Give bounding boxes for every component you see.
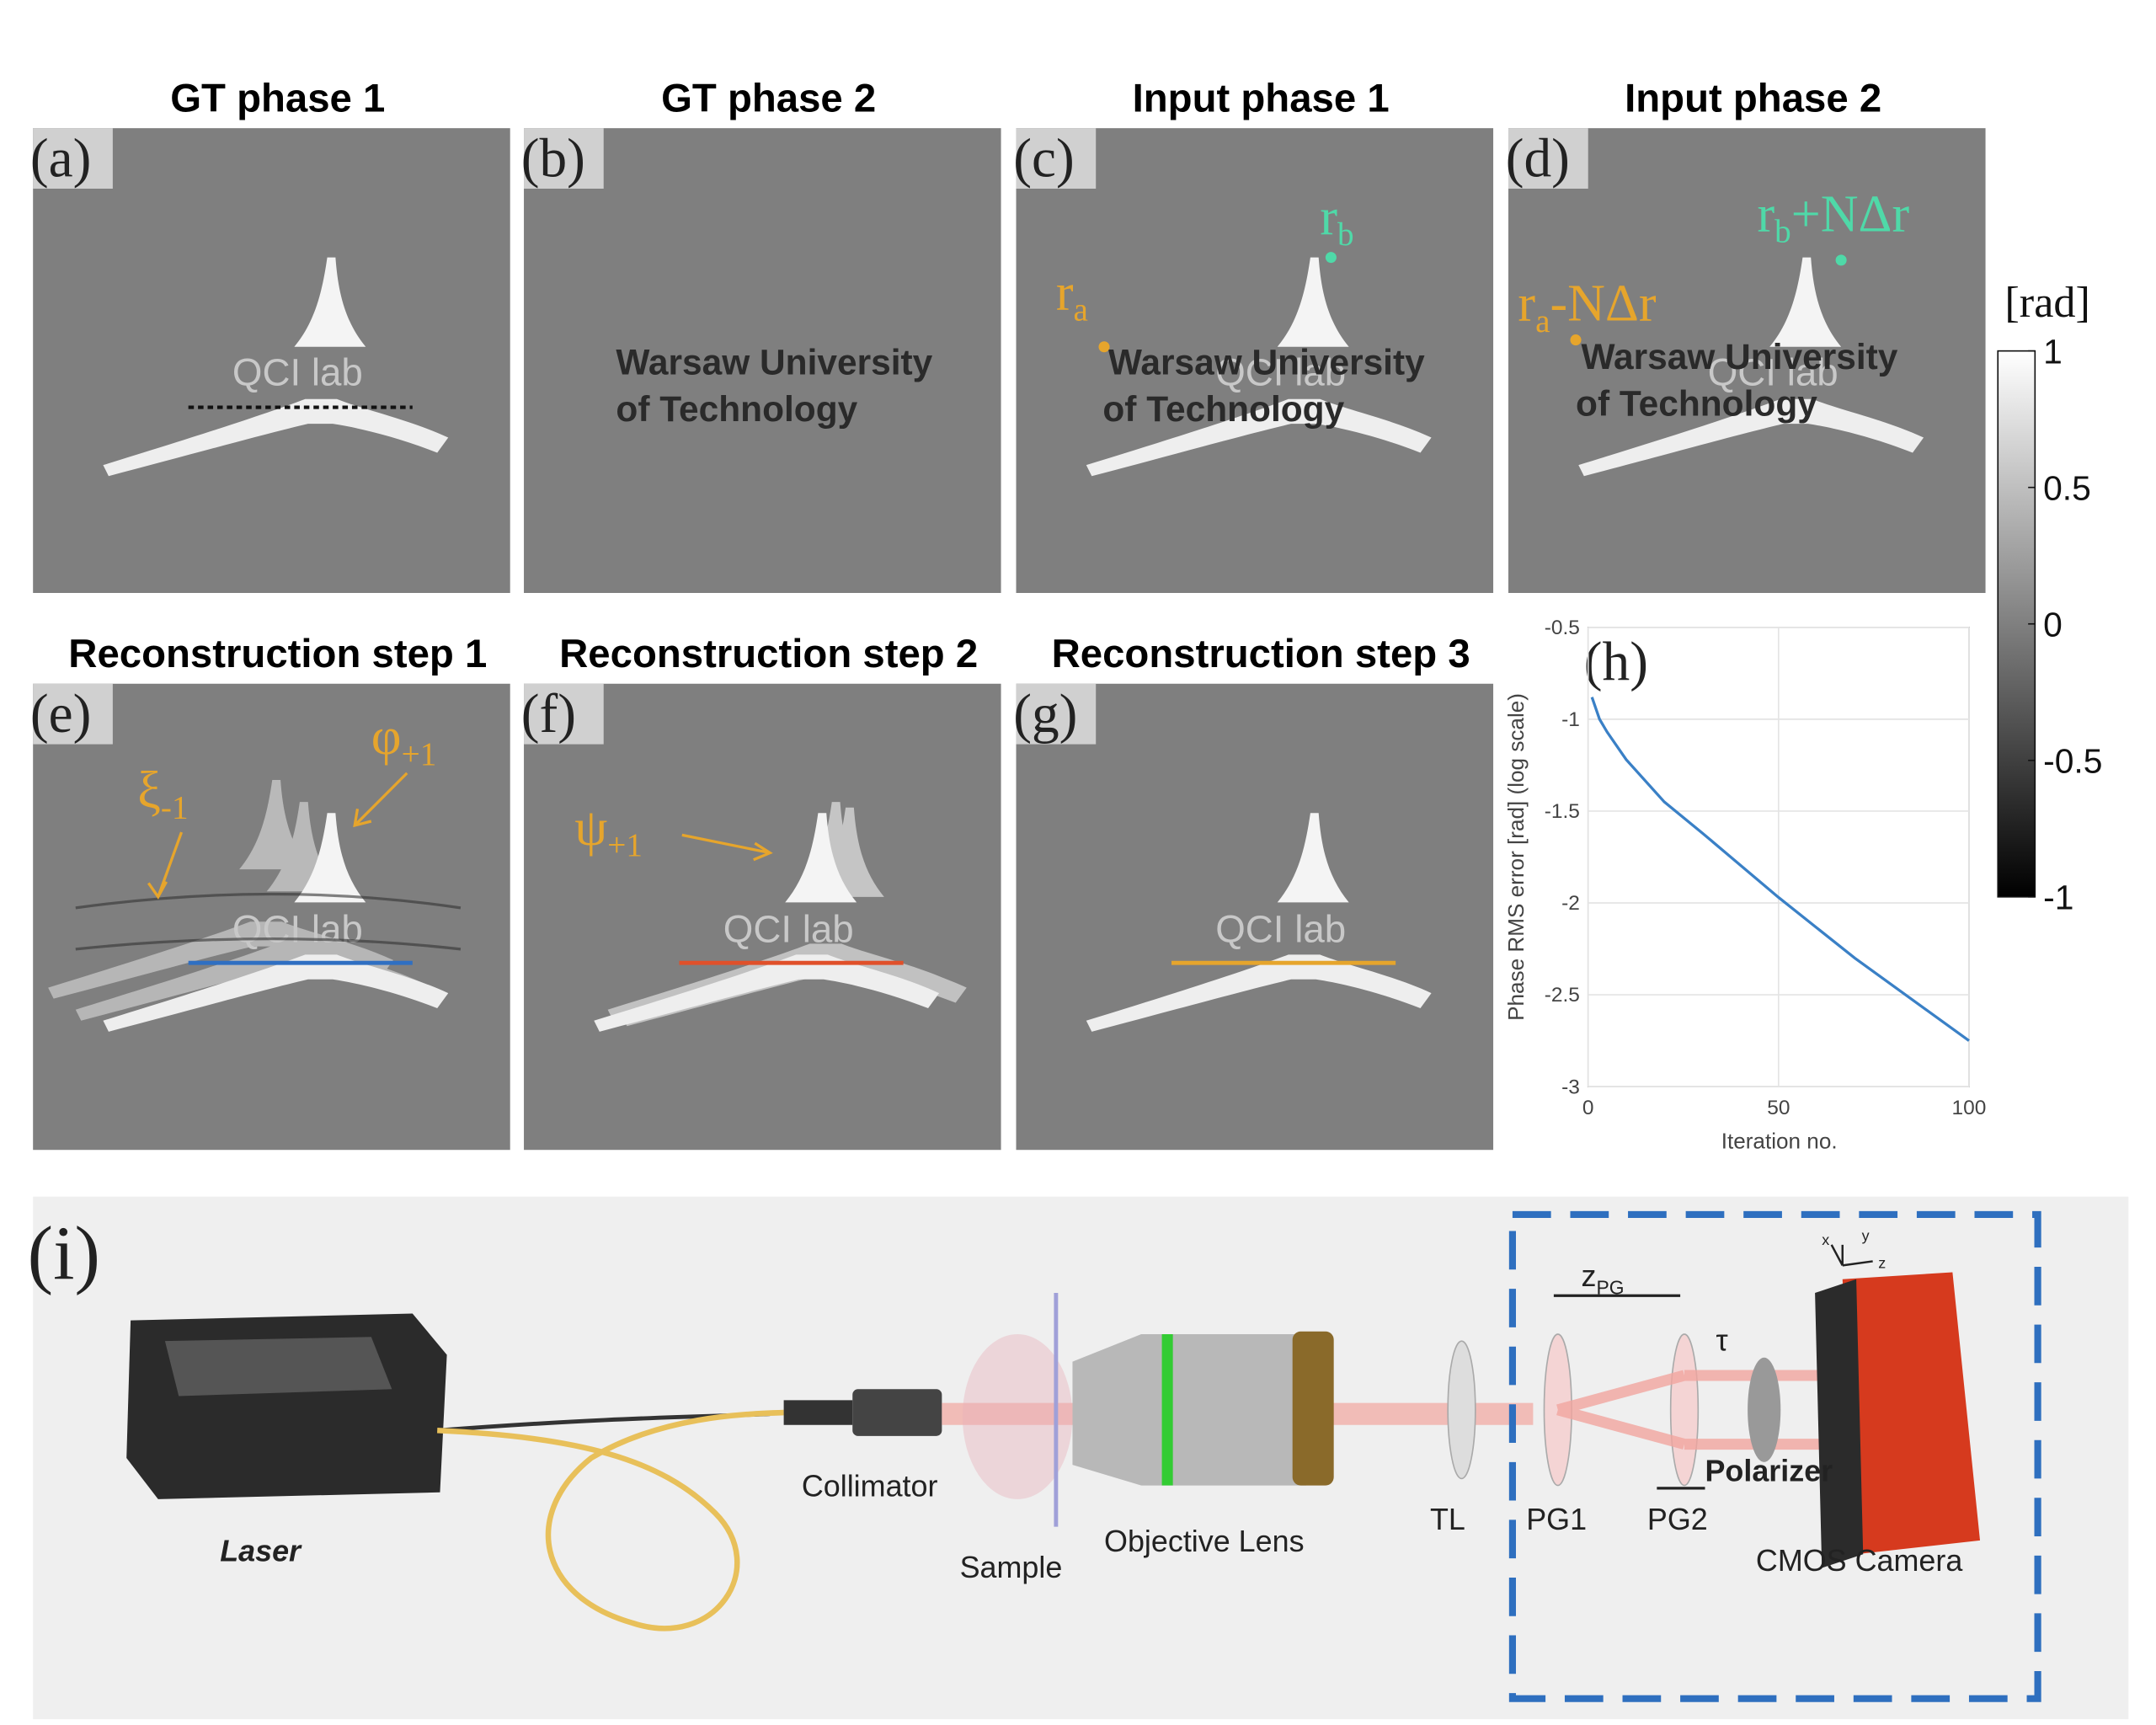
x-tick-label: 100 [1952,1097,1987,1119]
panel-title: Reconstruction step 2 [559,632,978,676]
annotation: φ+1 [371,708,437,772]
panel-images [33,128,1986,1151]
image-text: QCI lab [232,908,363,951]
panel-title: Input phase 1 [1133,77,1390,121]
image-text: Warsaw University [616,342,932,382]
image-text: QCI lab [1215,908,1346,951]
y-tick-label: -2 [1561,892,1580,915]
annotation: rb [1320,189,1353,253]
panel-title: Input phase 2 [1625,77,1881,121]
panel-title: Reconstruction step 1 [68,632,487,676]
point [1098,341,1110,353]
component-label: Laser [220,1533,302,1567]
annotation: rb+NΔr [1758,186,1910,250]
arrows [147,772,773,900]
ghost-text [75,892,462,951]
component-label: PG2 [1647,1502,1708,1536]
point [1835,254,1847,266]
component-label: Collimator [802,1469,938,1503]
panel-label: (c) [1013,128,1074,189]
image-text: of Technology [616,389,857,429]
axis-name: z [1878,1255,1886,1272]
image-text: Warsaw University [1582,337,1898,377]
image-text: QCI lab [232,350,363,393]
panel-label: (d) [1506,128,1570,189]
annotation: ra [1056,264,1088,328]
line [1590,697,1970,1042]
colorbar-tick-label: 1 [2043,332,2063,371]
point [1325,252,1337,264]
colorbar-tick-label: 0.5 [2043,468,2091,507]
colorbar-tick-label: 0 [2043,605,2063,644]
image-text: of Technology [1102,389,1344,429]
label-boxes [33,128,1588,745]
point [1570,334,1582,346]
component-label: PG1 [1526,1502,1587,1536]
component-label: Polarizer [1705,1454,1833,1488]
panel-label: (f) [521,684,576,745]
setup-drawing [126,1210,2041,1702]
component-label: Objective Lens [1104,1524,1305,1558]
image-text: QCI lab [723,908,854,951]
image-text: QCI lab [1215,350,1346,393]
component-label: CMOS Camera [1756,1543,1962,1578]
colorbar-tick-label: -0.5 [2043,741,2102,780]
image-text: Warsaw University [1108,342,1425,382]
panel-label: (e) [30,684,91,745]
annotation: zPG [1582,1258,1625,1299]
y-tick-label: -1.5 [1545,800,1580,823]
y-axis-label: Phase RMS error [rad] (log scale) [1503,693,1529,1021]
annotation: ψ+1 [574,799,643,863]
panel-label: (a) [30,128,91,189]
y-tick-label: -1 [1561,708,1580,731]
component-label: TL [1430,1502,1465,1536]
x-axis-label: Iteration no. [1721,1129,1838,1154]
component-label: Sample [960,1550,1063,1584]
image-text: of Technology [1576,383,1817,423]
annotation: τ [1716,1323,1728,1358]
x-tick-label: 50 [1767,1097,1790,1119]
axis-name: y [1862,1227,1870,1244]
y-tick-label: -0.5 [1545,617,1580,639]
colorbar-label: [rad] [2004,278,2090,327]
colorbar-tick-label: -1 [2043,879,2073,917]
panel-label: (g) [1013,684,1077,745]
annotation: ra-NΔr [1518,275,1656,339]
panel-title: GT phase 1 [170,77,385,121]
panel-label: (i) [28,1211,100,1296]
panel-title: GT phase 2 [661,77,876,121]
panel-title: Reconstruction step 3 [1052,632,1470,676]
image-text: QCI lab [1708,350,1838,393]
panel-label: (h) [1584,632,1648,692]
x-tick-label: 0 [1582,1097,1594,1119]
y-tick-label: -2.5 [1545,984,1580,1007]
y-tick-label: -3 [1561,1076,1580,1098]
annotation: ξ-1 [137,762,188,826]
axis-name: x [1822,1231,1829,1248]
panel-label: (b) [521,128,585,189]
